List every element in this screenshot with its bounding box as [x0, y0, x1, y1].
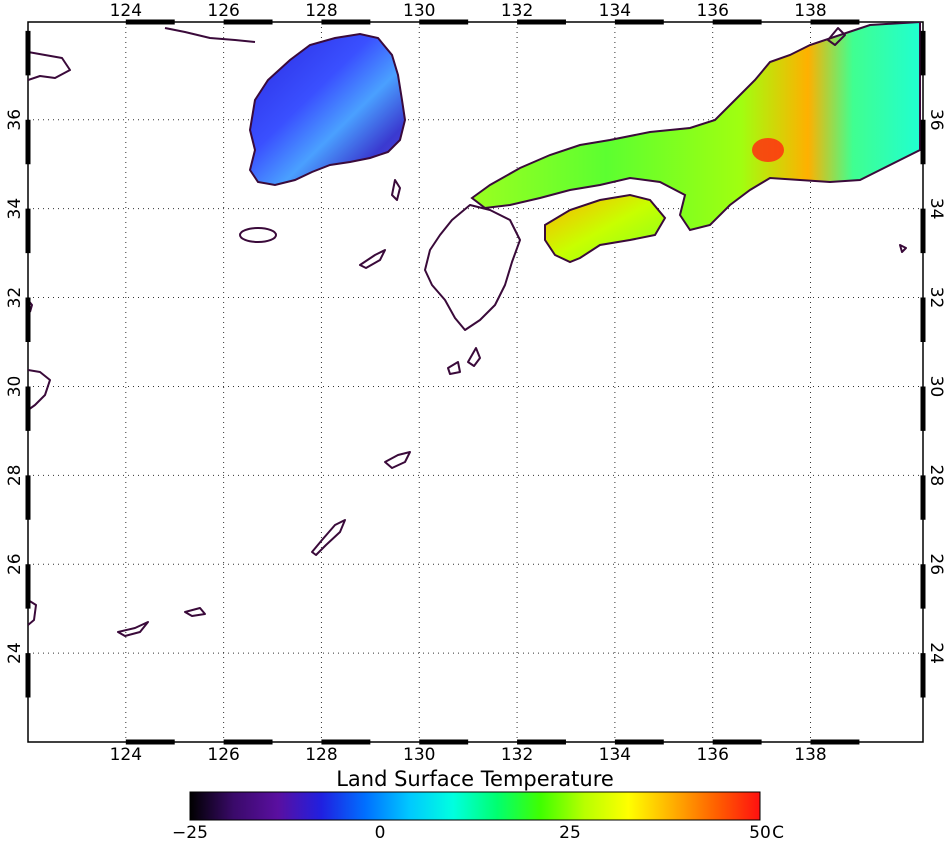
- lat-tick-label: 34: [926, 198, 946, 220]
- lat-tick-label: 28: [926, 465, 946, 487]
- lon-tick-label: 130: [403, 745, 435, 765]
- colorbar: [189, 791, 761, 821]
- lat-tick-label: 24: [926, 642, 946, 664]
- lat-tick-label: 36: [926, 109, 946, 131]
- lat-tick-label: 36: [5, 109, 25, 131]
- right-axis-labels: 24 26 28 30 32 34 36: [926, 109, 946, 664]
- lon-tick-label: 136: [696, 1, 728, 21]
- lon-tick-label: 132: [501, 745, 533, 765]
- lon-tick-label: 126: [207, 745, 239, 765]
- ryukyu-island: [384, 451, 411, 469]
- izu-island: [899, 244, 907, 253]
- lon-tick-label: 138: [794, 1, 826, 21]
- lat-tick-label: 34: [5, 198, 25, 220]
- ryukyu-island: [359, 249, 386, 269]
- lon-tick-label: 126: [207, 1, 239, 21]
- hot-spot: [752, 138, 784, 162]
- ryukyu-island: [184, 607, 206, 617]
- graticule: [28, 22, 923, 742]
- lon-tick-label: 128: [305, 1, 337, 21]
- ryukyu-island: [311, 519, 346, 556]
- lon-tick-label: 130: [403, 1, 435, 21]
- colorbar-tick-label: 25: [559, 823, 581, 843]
- jeju-island: [239, 227, 277, 243]
- lat-tick-label: 30: [5, 376, 25, 398]
- lat-tick-label: 24: [5, 642, 25, 664]
- lat-tick-label: 32: [5, 287, 25, 309]
- land-layer: [28, 22, 921, 637]
- ryukyu-island: [467, 347, 481, 367]
- colorbar-labels: −25 0 25 50 C: [172, 823, 784, 843]
- ryukyu-island: [117, 621, 149, 637]
- ryukyu-island: [447, 361, 461, 375]
- lon-tick-label: 124: [110, 745, 142, 765]
- china-coast: [28, 51, 71, 81]
- colorbar-tick-label: 0: [375, 823, 386, 843]
- lon-tick-label: 136: [696, 745, 728, 765]
- lat-tick-label: 28: [5, 465, 25, 487]
- colorbar-tick-label: 50: [749, 823, 771, 843]
- frame-border-marks: [25, 19, 926, 745]
- taiwan-coast: [28, 599, 37, 626]
- lon-tick-label: 132: [501, 1, 533, 21]
- korea-landmass: [248, 32, 407, 187]
- lat-tick-label: 32: [926, 287, 946, 309]
- honshu-landmass: [470, 22, 921, 232]
- korea-northwest-coast: [164, 27, 256, 43]
- colorbar-unit: C: [772, 823, 784, 843]
- map-title: Land Surface Temperature: [336, 767, 614, 791]
- lon-tick-label: 124: [110, 1, 142, 21]
- shikoku-landmass: [544, 193, 667, 264]
- lat-tick-label: 30: [926, 376, 946, 398]
- colorbar-tick-label: −25: [172, 823, 208, 843]
- lon-tick-label: 138: [794, 745, 826, 765]
- kyushu-outline: [424, 204, 521, 331]
- top-axis-labels: 124 126 128 130 132 134 136 138: [110, 1, 827, 21]
- lon-tick-label: 134: [599, 745, 631, 765]
- lon-tick-label: 134: [599, 1, 631, 21]
- lat-tick-label: 26: [926, 553, 946, 575]
- left-axis-labels: 24 26 28 30 32 34 36: [5, 109, 25, 664]
- lon-tick-label: 128: [305, 745, 337, 765]
- bottom-axis-labels: 124 126 128 130 132 134 136 138: [110, 745, 827, 765]
- china-coast: [28, 369, 51, 411]
- tsushima-island: [391, 179, 401, 201]
- sado-island: [827, 27, 846, 46]
- lat-tick-label: 26: [5, 553, 25, 575]
